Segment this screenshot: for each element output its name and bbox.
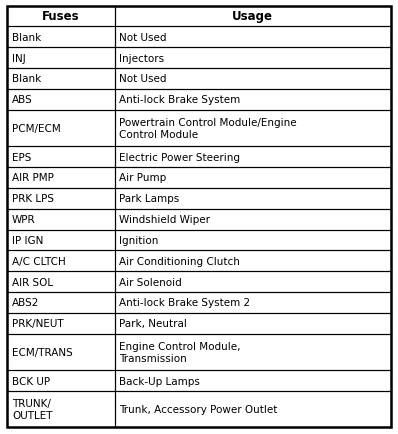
Text: Air Conditioning Clutch: Air Conditioning Clutch <box>119 256 240 266</box>
Text: Powertrain Control Module/Engine
Control Module: Powertrain Control Module/Engine Control… <box>119 118 297 140</box>
Text: PCM/ECM: PCM/ECM <box>12 124 60 134</box>
Text: Anti-lock Brake System 2: Anti-lock Brake System 2 <box>119 298 250 308</box>
Text: Not Used: Not Used <box>119 33 167 43</box>
Text: Air Solenoid: Air Solenoid <box>119 277 182 287</box>
Text: Usage: Usage <box>232 10 273 23</box>
Text: AIR PMP: AIR PMP <box>12 173 54 183</box>
Text: Engine Control Module,
Transmission: Engine Control Module, Transmission <box>119 341 241 363</box>
Text: Ignition: Ignition <box>119 235 159 245</box>
Text: Injectors: Injectors <box>119 53 164 63</box>
Text: ECM/TRANS: ECM/TRANS <box>12 347 73 357</box>
Text: Fuses: Fuses <box>42 10 80 23</box>
Text: Blank: Blank <box>12 33 41 43</box>
Text: PRK/NEUT: PRK/NEUT <box>12 319 64 329</box>
Text: Electric Power Steering: Electric Power Steering <box>119 152 240 162</box>
Text: Park Lamps: Park Lamps <box>119 194 179 204</box>
Text: Park, Neutral: Park, Neutral <box>119 319 187 329</box>
Text: Not Used: Not Used <box>119 74 167 84</box>
Text: A/C CLTCH: A/C CLTCH <box>12 256 66 266</box>
Text: Trunk, Accessory Power Outlet: Trunk, Accessory Power Outlet <box>119 404 278 414</box>
Text: BCK UP: BCK UP <box>12 376 50 386</box>
Text: AIR SOL: AIR SOL <box>12 277 53 287</box>
Text: Blank: Blank <box>12 74 41 84</box>
Text: IP IGN: IP IGN <box>12 235 43 245</box>
Text: Back-Up Lamps: Back-Up Lamps <box>119 376 200 386</box>
Text: Windshield Wiper: Windshield Wiper <box>119 214 211 224</box>
Text: EPS: EPS <box>12 152 31 162</box>
Text: PRK LPS: PRK LPS <box>12 194 54 204</box>
Text: Air Pump: Air Pump <box>119 173 167 183</box>
Text: Anti-lock Brake System: Anti-lock Brake System <box>119 95 241 105</box>
Text: TRUNK/
OUTLET: TRUNK/ OUTLET <box>12 398 53 421</box>
Text: WPR: WPR <box>12 214 35 224</box>
Text: ABS2: ABS2 <box>12 298 39 308</box>
Text: INJ: INJ <box>12 53 26 63</box>
Text: ABS: ABS <box>12 95 33 105</box>
